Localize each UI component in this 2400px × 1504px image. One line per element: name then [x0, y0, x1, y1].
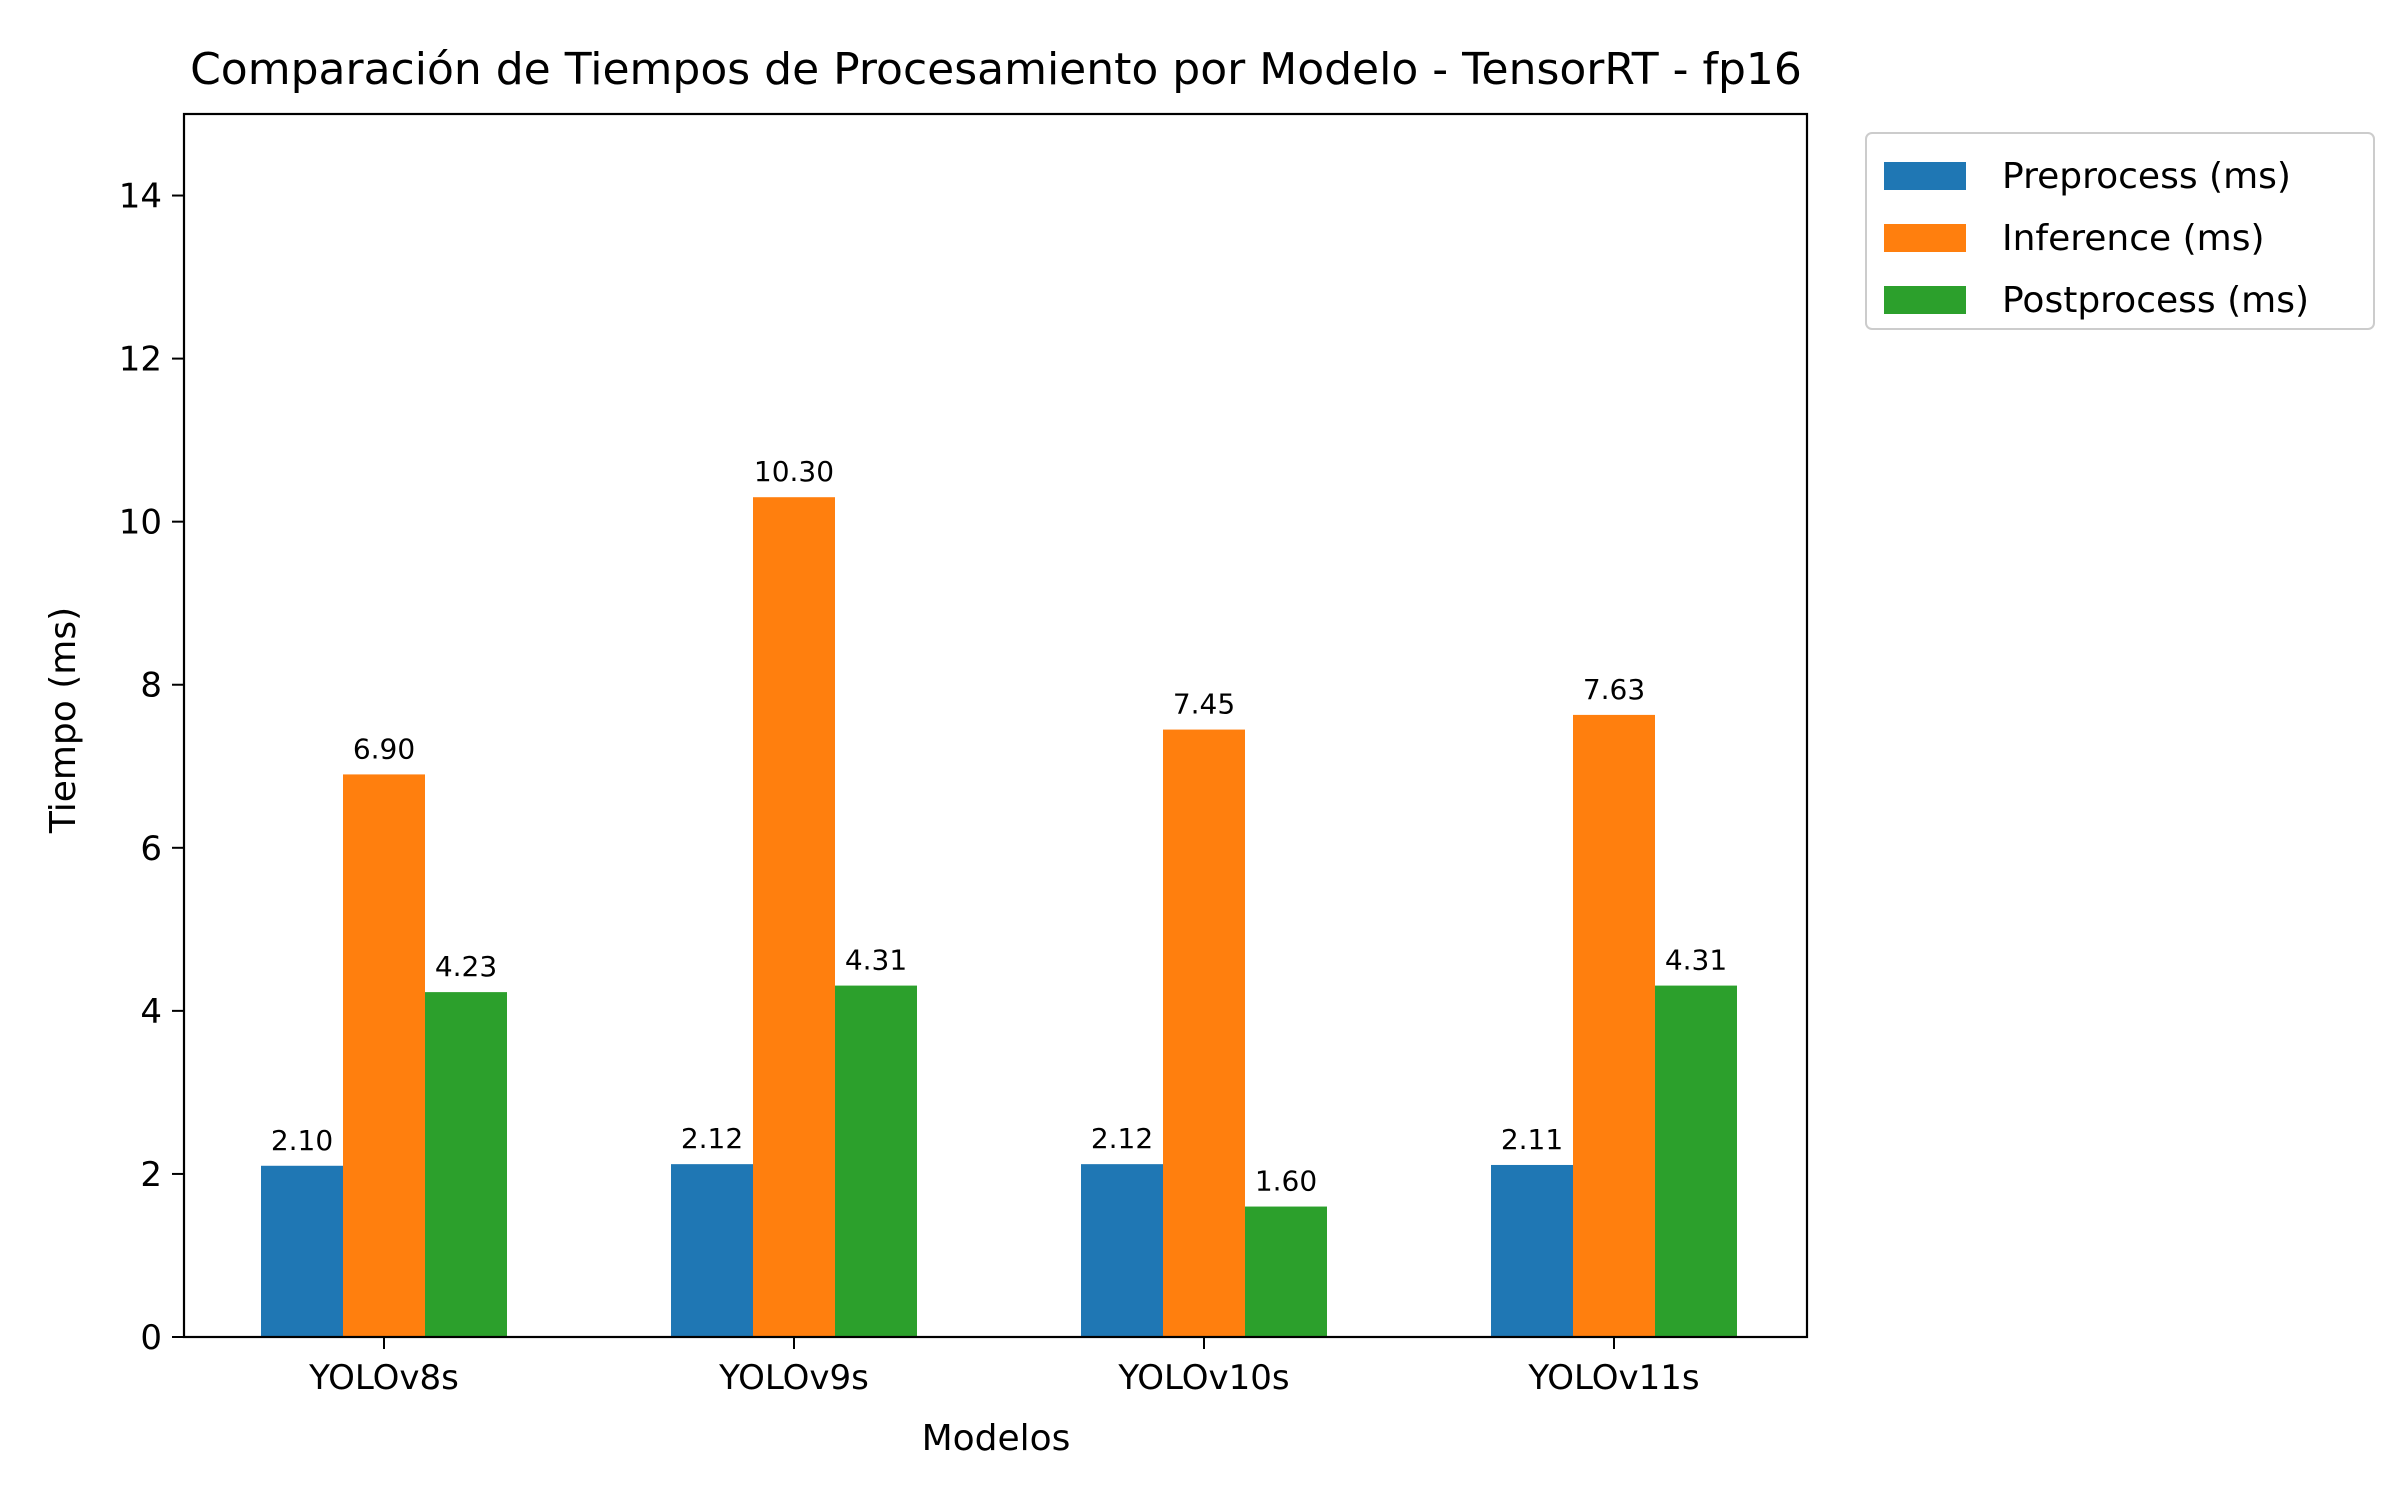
- data-label: 2.12: [1091, 1122, 1153, 1155]
- bar-preprocess-yolov10s: [1081, 1164, 1163, 1337]
- x-axis-title: Modelos: [922, 1418, 1071, 1459]
- bars-layer: [261, 497, 1737, 1337]
- data-label: 2.11: [1501, 1123, 1563, 1156]
- legend-box: [1865, 132, 2375, 330]
- bar-preprocess-yolov9s: [671, 1164, 753, 1337]
- y-tick-label: 4: [140, 992, 162, 1032]
- x-tick-label: YOLOv10s: [1117, 1358, 1289, 1398]
- plot-frame: [182, 112, 1809, 1339]
- y-tick-label: 0: [140, 1318, 162, 1358]
- data-label: 7.63: [1583, 673, 1645, 706]
- legend-swatch: [1884, 162, 1966, 190]
- legend-label: Inference (ms): [2002, 218, 2265, 259]
- axes-layer: 0 2 4 6 8 10 12 14 YOLOv8s YOLOv9s YOLOv10s YOLOv11…: [119, 112, 1809, 1398]
- y-axis-title: Tiempo (ms): [43, 607, 84, 834]
- data-label: 7.45: [1173, 688, 1235, 721]
- data-label: 2.12: [681, 1122, 743, 1155]
- y-tick-label: 2: [140, 1155, 162, 1195]
- bar-postprocess-yolov9s: [835, 985, 917, 1337]
- y-tick-label: 14: [119, 177, 162, 217]
- data-labels-layer: 2.10 2.12 2.12 2.11 6.90 10.30 7.45 7.63 4.23 4.3…: [271, 455, 1727, 1197]
- data-label: 4.31: [1665, 944, 1727, 977]
- y-tick-label: 10: [119, 503, 162, 543]
- legend-label: Postprocess (ms): [2002, 280, 2309, 321]
- legend: Preprocess (ms) Inference (ms) Postprocess…: [1865, 132, 2375, 330]
- data-label: 2.10: [271, 1124, 333, 1157]
- data-label: 10.30: [754, 455, 834, 488]
- bar-inference-yolov8s: [343, 774, 425, 1337]
- legend-swatch: [1884, 224, 1966, 252]
- data-label: 6.90: [353, 732, 415, 765]
- data-label: 4.23: [435, 950, 497, 983]
- x-tick-label: YOLOv11s: [1527, 1358, 1699, 1398]
- bar-postprocess-yolov10s: [1245, 1206, 1327, 1337]
- x-tick-label: YOLOv8s: [308, 1358, 459, 1398]
- legend-label: Preprocess (ms): [2002, 156, 2291, 197]
- bar-inference-yolov9s: [753, 497, 835, 1337]
- y-tick-label: 12: [119, 340, 162, 380]
- chart-title: Comparación de Tiempos de Procesamiento …: [190, 44, 1802, 95]
- data-label: 4.31: [845, 944, 907, 977]
- bar-preprocess-yolov8s: [261, 1165, 343, 1337]
- x-tick-label: YOLOv9s: [718, 1358, 869, 1398]
- y-tick-label: 8: [140, 666, 162, 706]
- bar-preprocess-yolov11s: [1491, 1164, 1573, 1337]
- bar-inference-yolov11s: [1573, 714, 1655, 1337]
- bar-inference-yolov10s: [1163, 729, 1245, 1337]
- bar-postprocess-yolov11s: [1655, 985, 1737, 1337]
- legend-swatch: [1884, 286, 1966, 314]
- y-tick-label: 6: [140, 829, 162, 869]
- bar-postprocess-yolov8s: [425, 992, 507, 1337]
- data-label: 1.60: [1255, 1165, 1317, 1198]
